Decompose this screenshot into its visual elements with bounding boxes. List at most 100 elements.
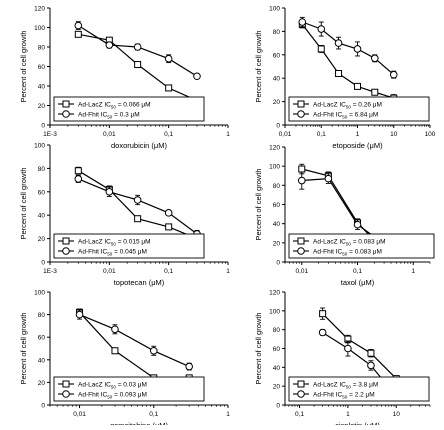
y-tick-label: 60	[38, 64, 46, 71]
x-tick-label: 1	[356, 131, 360, 138]
y-tick-label: 60	[38, 189, 46, 196]
data-point	[133, 196, 142, 204]
y-tick-label: 0	[41, 403, 45, 410]
series-ad-lacz	[298, 20, 398, 103]
x-tick-label: 0,1	[353, 268, 362, 275]
legend-entry-label: Ad-Fhit IC50 = 2.2 μM	[313, 392, 375, 400]
legend-circle-marker	[297, 390, 305, 398]
y-axis-title: Percent of cell growth	[19, 167, 28, 239]
x-tick-label: 1E-3	[43, 268, 57, 275]
x-axis-title: doxorubicin (μM)	[111, 141, 168, 150]
data-point	[164, 209, 173, 217]
y-axis-title: Percent of cell growth	[19, 312, 28, 384]
legend-entry-label: Ad-LacZ IC50 = 0.083 μM	[313, 239, 386, 247]
legend-label-rest: = 3.8 μM	[351, 382, 378, 389]
legend-label-main: Ad-LacZ IC	[78, 382, 111, 389]
legend-box	[288, 233, 435, 259]
series-line	[301, 24, 394, 99]
x-tick-label: 0,1	[317, 131, 326, 138]
x-axis-title: topotecan (μM)	[114, 278, 165, 287]
legend-circle-marker	[297, 247, 305, 255]
data-point	[353, 45, 362, 53]
data-point	[389, 70, 398, 79]
series-line	[302, 21, 395, 76]
x-tick-label: 1E-3	[43, 131, 57, 138]
x-axis-title: cisplatin (μM)	[335, 421, 380, 425]
legend-label-main: Ad-Fhit IC	[313, 249, 343, 256]
data-point	[105, 188, 114, 196]
data-point	[317, 45, 325, 53]
data-point	[371, 88, 379, 96]
x-tick-label: 0,01	[103, 268, 116, 275]
data-point	[165, 223, 173, 231]
legend-entry-label: Ad-Fhit IC50 = 0.093 μM	[78, 392, 147, 400]
data-point	[75, 310, 84, 319]
legend-label-main: Ad-LacZ IC	[313, 382, 346, 389]
data-point	[319, 310, 327, 318]
legend-entry-label: Ad-LacZ IC50 = 3.8 μM	[313, 382, 378, 390]
legend-label-rest: = 0.015 μM	[116, 239, 151, 246]
data-point	[134, 215, 142, 223]
data-point	[344, 344, 352, 353]
data-point	[133, 43, 142, 51]
legend-entry-label: Ad-Fhit IC50 = 0.045 μM	[78, 249, 147, 257]
y-tick-label: 100	[269, 164, 280, 171]
legend: Ad-LacZ IC50 = 0.015 μM Ad-Fhit IC50 = 0.…	[53, 233, 205, 259]
x-axis-title: etoposide (μM)	[332, 141, 383, 150]
y-tick-label: 80	[273, 327, 281, 334]
legend-label-sub: 50	[107, 395, 113, 400]
legend-entry-label: Ad-Fhit IC50 = 6.84 μM	[313, 112, 378, 120]
legend-circle-marker	[62, 390, 70, 398]
chart-panel-1: 0 20 40 60 80 100 120 1E-3 0,01 0,1 1 doxorubicin (…	[19, 6, 230, 151]
y-axis-title: Percent of cell growth	[254, 168, 263, 240]
y-tick-label: 80	[38, 312, 46, 319]
y-tick-label: 60	[273, 346, 281, 353]
legend-entry-label: Ad-LacZ IC50 = 0.015 μM	[78, 239, 151, 247]
y-tick-label: 40	[273, 365, 281, 372]
legend-label-rest: = 0.093 μM	[112, 392, 147, 399]
data-point	[74, 30, 82, 38]
chart-panel-6: 0 20 40 60 80 100 120 0,1 1 10 cisplatin (μM) Perce…	[254, 290, 431, 430]
legend-label-rest: = 2.2 μM	[347, 392, 374, 399]
x-axis-title: gemcitabine (μM)	[110, 421, 169, 425]
y-tick-label: 40	[38, 357, 46, 364]
y-tick-label: 60	[273, 52, 281, 59]
x-tick-label: 1	[411, 268, 415, 275]
y-tick-label: 0	[41, 260, 45, 267]
x-tick-label: 10	[393, 411, 401, 418]
y-tick-label: 60	[273, 202, 281, 209]
legend-entry-label: Ad-Fhit IC50 = 0.3 μM	[78, 112, 140, 120]
legend-label-sub: 50	[107, 115, 113, 120]
legend-box	[53, 376, 205, 402]
legend-label-sub: 50	[342, 115, 348, 120]
y-tick-label: 20	[38, 380, 46, 387]
x-tick-label: 0,1	[164, 268, 173, 275]
data-point	[193, 72, 201, 81]
y-tick-label: 80	[38, 45, 46, 52]
legend-label-sub: 50	[346, 385, 352, 390]
legend-square-marker	[62, 237, 70, 245]
y-tick-label: 20	[38, 103, 46, 110]
legend-label-sub: 50	[342, 395, 348, 400]
legend-label-main: Ad-Fhit IC	[313, 392, 343, 399]
x-tick-label: 0,01	[279, 131, 292, 138]
y-tick-label: 120	[34, 6, 45, 13]
data-point	[185, 362, 193, 371]
data-point	[367, 349, 375, 357]
legend-label-main: Ad-Fhit IC	[78, 392, 108, 399]
y-tick-label: 80	[38, 166, 46, 173]
legend-box	[288, 376, 430, 402]
data-point	[367, 361, 375, 370]
legend-label-rest: = 0.045 μM	[112, 249, 147, 256]
legend-entry-label: Ad-LacZ IC50 = 0.066 μM	[78, 102, 151, 110]
data-point	[74, 167, 82, 175]
y-tick-label: 0	[276, 403, 280, 410]
x-tick-label: 0,01	[73, 411, 86, 418]
legend-label-main: Ad-Fhit IC	[78, 249, 108, 256]
y-tick-label: 20	[38, 236, 46, 243]
series-line	[79, 314, 190, 368]
